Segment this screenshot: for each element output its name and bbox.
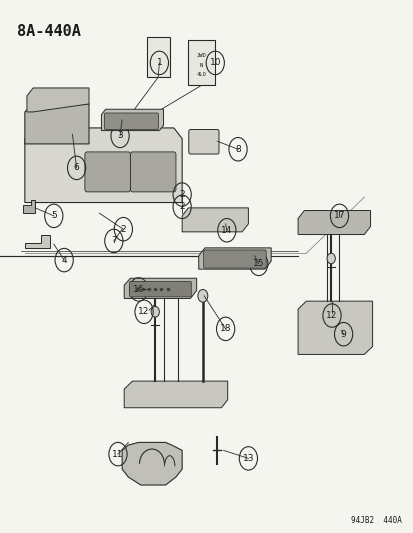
FancyBboxPatch shape (130, 152, 176, 192)
FancyBboxPatch shape (203, 250, 266, 268)
Text: 3: 3 (117, 132, 123, 140)
Text: 12: 12 (138, 308, 150, 316)
Text: 2: 2 (120, 225, 126, 233)
Polygon shape (25, 104, 89, 144)
Text: 2: 2 (179, 190, 185, 199)
Polygon shape (124, 278, 196, 298)
Polygon shape (182, 208, 248, 232)
Text: 12: 12 (325, 311, 337, 320)
Text: 15: 15 (252, 260, 264, 268)
Text: 18: 18 (219, 325, 231, 333)
Polygon shape (25, 235, 50, 248)
Text: 17: 17 (333, 212, 344, 220)
Polygon shape (25, 128, 182, 203)
FancyBboxPatch shape (188, 130, 218, 154)
Text: 8: 8 (235, 145, 240, 154)
Polygon shape (297, 301, 372, 354)
Text: 14: 14 (221, 226, 232, 235)
Text: 2WD: 2WD (196, 53, 206, 59)
Circle shape (326, 253, 335, 264)
Circle shape (197, 289, 207, 302)
Polygon shape (101, 109, 163, 131)
Bar (147, 37, 169, 77)
Text: 1: 1 (156, 59, 162, 67)
Text: 5: 5 (51, 212, 57, 220)
Text: N: N (199, 62, 203, 68)
Text: 2: 2 (179, 203, 185, 211)
Text: 4: 4 (61, 256, 67, 264)
Text: 16: 16 (133, 285, 144, 294)
Text: 8A-440A: 8A-440A (17, 24, 80, 39)
Polygon shape (124, 381, 227, 408)
Text: 13: 13 (242, 454, 254, 463)
Text: 6: 6 (74, 164, 79, 172)
Polygon shape (198, 248, 271, 269)
Text: 11: 11 (112, 450, 123, 458)
Text: 94JB2  440A: 94JB2 440A (350, 516, 401, 525)
FancyBboxPatch shape (85, 152, 130, 192)
Polygon shape (297, 211, 370, 235)
Bar (188, 40, 215, 85)
FancyBboxPatch shape (129, 281, 191, 297)
Text: 10: 10 (209, 59, 221, 67)
Polygon shape (122, 442, 182, 485)
Polygon shape (27, 88, 89, 112)
Text: 7: 7 (111, 237, 116, 245)
Polygon shape (23, 200, 35, 213)
Circle shape (151, 306, 159, 317)
Text: 4LO: 4LO (196, 71, 206, 77)
Text: 9: 9 (340, 330, 346, 338)
FancyBboxPatch shape (104, 113, 158, 130)
